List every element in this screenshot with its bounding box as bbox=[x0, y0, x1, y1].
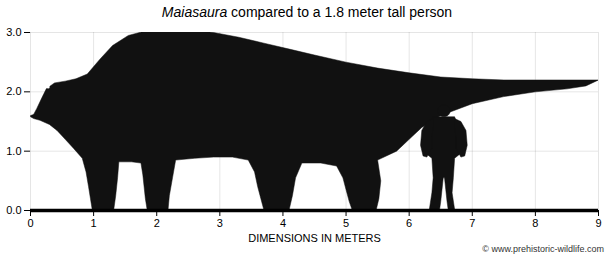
svg-text:3.0: 3.0 bbox=[6, 26, 21, 38]
svg-text:2.0: 2.0 bbox=[6, 85, 21, 97]
svg-text:0: 0 bbox=[27, 217, 33, 229]
svg-text:4: 4 bbox=[280, 217, 286, 229]
svg-text:7: 7 bbox=[469, 217, 475, 229]
svg-text:1.0: 1.0 bbox=[6, 145, 21, 157]
svg-text:3: 3 bbox=[217, 217, 223, 229]
html-text:Maiasaura compared to a 1.8 me: Maiasaura compared to a 1.8 meter tall p… bbox=[161, 4, 453, 20]
svg-text:8: 8 bbox=[532, 217, 538, 229]
svg-text:9: 9 bbox=[595, 217, 601, 229]
svg-text:5: 5 bbox=[343, 217, 349, 229]
svg-text:2: 2 bbox=[154, 217, 160, 229]
svg-text:DIMENSIONS IN METERS: DIMENSIONS IN METERS bbox=[248, 232, 381, 244]
html-text:© www.prehistoric-wildlife.com: © www.prehistoric-wildlife.com bbox=[482, 244, 604, 254]
svg-text:0.0: 0.0 bbox=[6, 204, 21, 216]
svg-text:1: 1 bbox=[91, 217, 97, 229]
svg-text:6: 6 bbox=[406, 217, 412, 229]
